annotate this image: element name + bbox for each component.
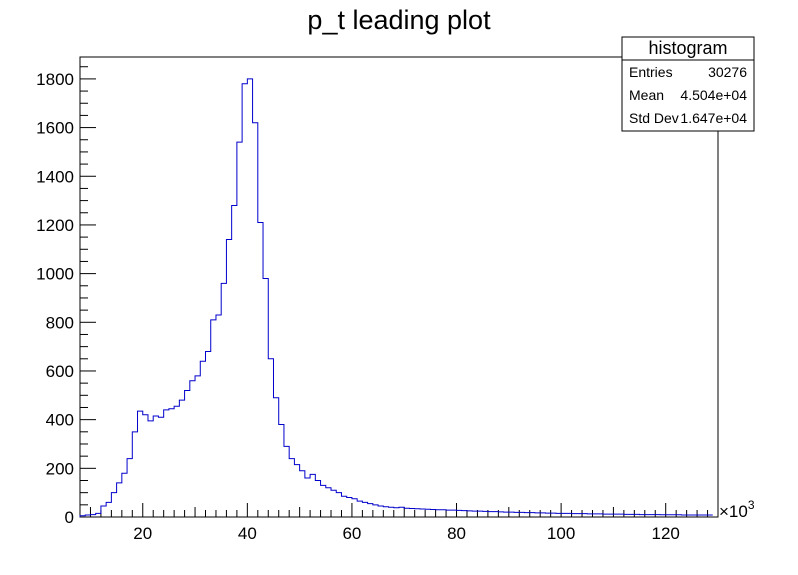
stats-mean-value: 4.504e+04 — [680, 87, 747, 103]
x-tick-label: 20 — [133, 524, 152, 543]
x-axis-multiplier-base: ×10 — [719, 502, 748, 521]
stats-stddev-value: 1.647e+04 — [680, 110, 747, 126]
y-tick-label: 0 — [65, 508, 74, 527]
stats-entries-label: Entries — [629, 64, 673, 80]
x-axis-multiplier-exponent: 3 — [748, 498, 755, 512]
x-axis: 20 40 60 80 100 120 — [89, 503, 719, 543]
y-tick-label: 1200 — [36, 216, 74, 235]
stats-box: histogram Entries 30276 Mean 4.504e+04 S… — [621, 36, 755, 132]
x-tick-label: 40 — [238, 524, 257, 543]
stats-stddev-label: Std Dev — [629, 110, 679, 126]
y-tick-label: 1400 — [36, 167, 74, 186]
y-tick-label: 400 — [46, 411, 74, 430]
y-tick-label: 800 — [46, 313, 74, 332]
stats-box-frame — [621, 36, 755, 132]
x-tick-label: 100 — [547, 524, 575, 543]
chart-title: p_t leading plot — [307, 5, 491, 35]
y-tick-label: 1800 — [36, 70, 74, 89]
y-tick-label: 200 — [46, 459, 74, 478]
x-tick-label: 60 — [342, 524, 361, 543]
stats-box-title: histogram — [648, 38, 727, 58]
y-axis: 0 200 400 600 800 1000 1200 1400 1600 1800 — [36, 66, 96, 527]
x-tick-label: 120 — [652, 524, 680, 543]
y-tick-label: 600 — [46, 362, 74, 381]
stats-entries-value: 30276 — [708, 64, 747, 80]
y-tick-label: 1600 — [36, 119, 74, 138]
plot-frame — [79, 56, 719, 518]
x-axis-multiplier: ×103 — [719, 498, 755, 521]
histogram-series-line — [79, 78, 713, 517]
x-tick-label: 80 — [447, 524, 466, 543]
y-tick-label: 1000 — [36, 265, 74, 284]
stats-mean-label: Mean — [629, 87, 664, 103]
